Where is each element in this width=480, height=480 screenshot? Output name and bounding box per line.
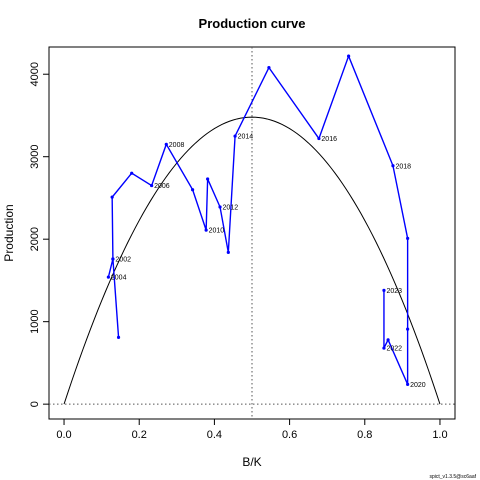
- year-label: 2006: [154, 183, 170, 190]
- plot-area: 0.0 0.2 0.4 0.6 0.8 1.0 0 1000 2000 3000 4000 2002 2…: [29, 46, 456, 441]
- year-label: 2018: [395, 163, 411, 170]
- data-point: [233, 134, 237, 138]
- data-point: [267, 66, 271, 70]
- year-label: 2014: [238, 134, 254, 141]
- data-point: [406, 327, 410, 331]
- data-point: [164, 142, 168, 146]
- data-point: [110, 195, 114, 199]
- data-point: [206, 177, 210, 181]
- data-point: [191, 188, 195, 192]
- data-point: [317, 136, 321, 141]
- year-label: 2004: [111, 275, 127, 282]
- y-tick-label: 2000: [29, 227, 41, 251]
- y-tick-label: 3000: [29, 144, 41, 168]
- data-point: [226, 250, 230, 254]
- year-label: 2023: [386, 288, 402, 295]
- x-tick-label: 0.8: [357, 429, 372, 441]
- production-curve: [63, 116, 441, 405]
- year-label: 2012: [223, 205, 239, 212]
- x-tick-label: 0.4: [207, 429, 222, 441]
- data-point: [106, 275, 110, 279]
- y-tick-label: 0: [29, 401, 41, 407]
- chart-title: Production curve: [199, 16, 306, 31]
- y-axis-label: Production: [2, 204, 16, 261]
- data-point: [347, 54, 351, 58]
- production-series-line: [107, 54, 409, 385]
- year-label: 2016: [321, 136, 337, 143]
- y-tick-label: 4000: [29, 62, 41, 86]
- year-label: 2020: [410, 382, 426, 389]
- data-point: [386, 338, 390, 342]
- x-tick-label: 0.2: [132, 429, 147, 441]
- x-tick-label: 1.0: [432, 429, 447, 441]
- data-point: [111, 257, 115, 261]
- data-point: [391, 164, 395, 168]
- data-point: [116, 335, 121, 339]
- data-point: [150, 183, 154, 188]
- x-tick-label: 0.6: [282, 429, 297, 441]
- year-label: 2002: [115, 256, 131, 263]
- data-point: [218, 205, 222, 209]
- y-tick-label: 1000: [29, 309, 41, 333]
- year-label: 2010: [209, 228, 225, 235]
- data-point: [130, 171, 134, 175]
- data-point: [382, 288, 386, 292]
- x-axis-label: B/K: [242, 455, 261, 469]
- data-point: [406, 236, 410, 240]
- data-point: [382, 346, 386, 350]
- x-tick-label: 0.0: [56, 429, 71, 441]
- version-footer: spict_v1.3.5@sc6aaf: [430, 474, 477, 480]
- year-label: 2022: [386, 346, 402, 353]
- data-point: [406, 382, 410, 386]
- data-point: [204, 228, 208, 232]
- year-label: 2008: [169, 142, 185, 149]
